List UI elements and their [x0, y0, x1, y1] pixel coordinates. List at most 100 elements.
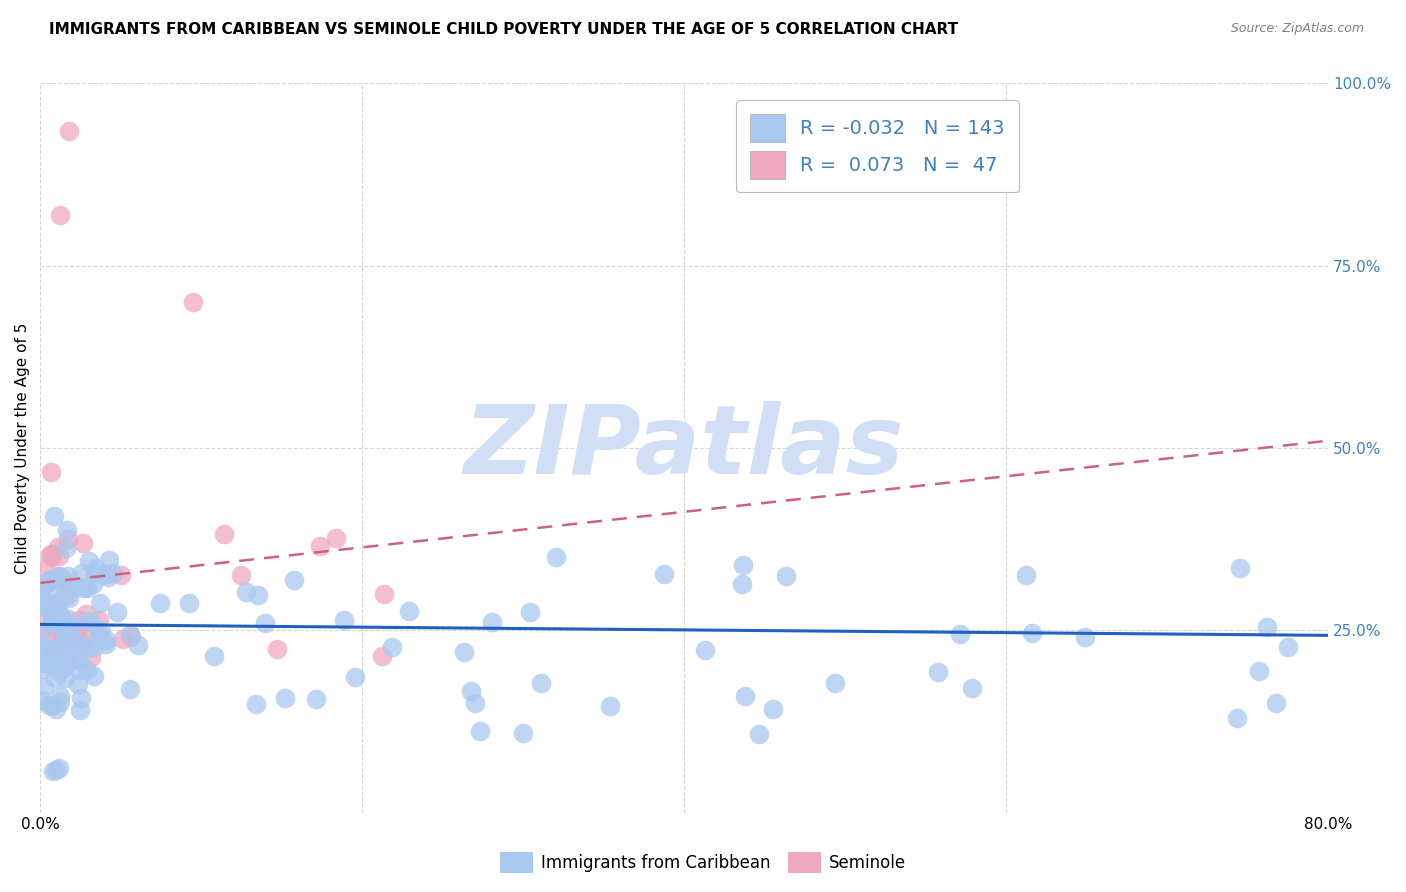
Point [84, 560, 107, 574]
Point [824, 675, 846, 690]
Point [32, 579, 55, 593]
Point [41, 699, 63, 714]
Point [325, 531, 347, 545]
Point [44, 508, 66, 523]
Point [470, 723, 492, 738]
Point [37, 631, 59, 645]
Point [481, 615, 503, 629]
Point [453, 645, 475, 659]
Point [44, 671, 66, 685]
Point [48, 665, 70, 680]
Point [775, 569, 797, 583]
Point [58, 532, 80, 546]
Point [37, 651, 59, 665]
Text: ZIPatlas: ZIPatlas [464, 401, 904, 494]
Point [70, 566, 93, 580]
Point [731, 558, 754, 572]
Point [76, 664, 98, 678]
Point [38, 698, 60, 712]
Point [30, 625, 52, 640]
Point [39, 648, 62, 663]
Point [48, 594, 70, 608]
Point [46, 605, 69, 619]
Point [51, 620, 73, 634]
Point [70, 636, 93, 650]
Point [66, 621, 89, 635]
Point [37, 612, 59, 626]
Point [112, 632, 135, 646]
Point [101, 566, 124, 581]
Point [1277, 640, 1299, 655]
Point [32, 680, 55, 694]
Point [35, 599, 58, 613]
Point [32, 597, 55, 611]
Point [94, 566, 117, 581]
Point [67, 652, 90, 666]
Y-axis label: Child Poverty Under the Age of 5: Child Poverty Under the Age of 5 [15, 322, 30, 574]
Point [274, 690, 297, 705]
Point [63, 639, 86, 653]
Point [371, 649, 394, 664]
Point [42, 764, 65, 778]
Point [1229, 561, 1251, 575]
Point [84, 566, 107, 580]
Point [44, 657, 66, 671]
Point [51, 613, 73, 627]
Point [748, 727, 770, 741]
Point [67, 639, 90, 653]
Text: Source: ZipAtlas.com: Source: ZipAtlas.com [1230, 22, 1364, 36]
Point [38, 574, 60, 588]
Point [120, 630, 142, 644]
Point [32, 641, 55, 656]
Point [48, 695, 70, 709]
Point [179, 596, 201, 610]
Point [949, 627, 972, 641]
Point [1073, 630, 1095, 644]
Point [46, 540, 69, 554]
Point [48, 208, 70, 222]
Point [48, 549, 70, 563]
Point [66, 635, 89, 649]
Point [245, 698, 267, 712]
Point [962, 681, 984, 695]
Point [37, 602, 59, 616]
Point [343, 670, 366, 684]
Point [31, 595, 53, 609]
Point [82, 577, 104, 591]
Point [512, 726, 534, 740]
Point [48, 608, 70, 623]
Point [1226, 711, 1249, 725]
Point [67, 677, 90, 691]
Point [31, 595, 53, 609]
Point [90, 624, 112, 638]
Point [44, 615, 66, 629]
Point [53, 573, 76, 587]
Point [229, 568, 252, 582]
Point [464, 696, 486, 710]
Point [309, 539, 332, 553]
Point [38, 585, 60, 599]
Point [34, 561, 56, 575]
Point [59, 621, 82, 635]
Point [546, 549, 568, 564]
Point [380, 640, 402, 655]
Point [96, 637, 118, 651]
Point [58, 612, 80, 626]
Point [45, 702, 67, 716]
Point [42, 640, 65, 655]
Legend: R = -0.032   N = 143, R =  0.073   N =  47: R = -0.032 N = 143, R = 0.073 N = 47 [737, 101, 1018, 193]
Point [247, 588, 270, 602]
Point [76, 614, 98, 628]
Point [41, 610, 63, 624]
Point [58, 618, 80, 632]
Point [65, 578, 87, 592]
Point [333, 613, 356, 627]
Point [110, 568, 132, 582]
Point [1256, 620, 1278, 634]
Point [42, 598, 65, 612]
Point [48, 569, 70, 583]
Point [1264, 696, 1286, 710]
Point [305, 691, 328, 706]
Point [56, 588, 79, 602]
Point [58, 124, 80, 138]
